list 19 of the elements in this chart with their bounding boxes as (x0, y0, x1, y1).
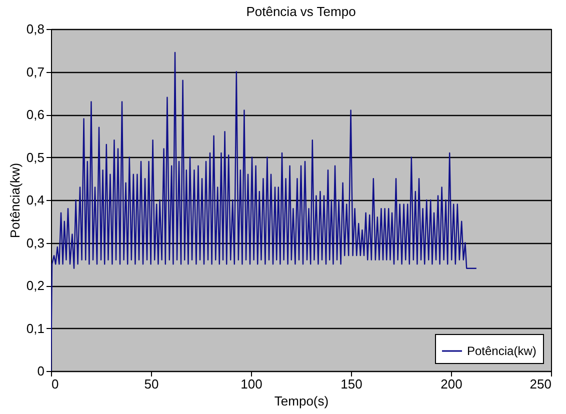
y-tick-label: 0,7 (26, 64, 44, 80)
y-axis-title: Potência(kw) (7, 162, 22, 238)
y-tick-label: 0,6 (26, 107, 44, 122)
x-axis-title: Tempo(s) (274, 394, 329, 408)
x-tick-label: 250 (530, 376, 552, 392)
y-tick-label: 0,5 (26, 150, 44, 165)
y-tick-label: 0,1 (26, 320, 44, 336)
legend-label: Potência(kw) (467, 344, 536, 358)
x-tick-label: 0 (52, 376, 59, 392)
y-tick-label: 0,3 (26, 235, 44, 250)
chart-title: Potência vs Tempo (246, 4, 356, 19)
x-tick-label: 50 (144, 376, 159, 392)
x-tick-label: 100 (240, 376, 262, 392)
y-tick-label: 0,2 (26, 278, 44, 293)
x-tick-label: 200 (440, 376, 462, 392)
y-tick-label: 0,8 (26, 22, 44, 36)
x-tick-label: 150 (340, 376, 362, 392)
y-tick-label: 0,4 (26, 192, 44, 208)
y-tick-label: 0 (37, 364, 44, 378)
